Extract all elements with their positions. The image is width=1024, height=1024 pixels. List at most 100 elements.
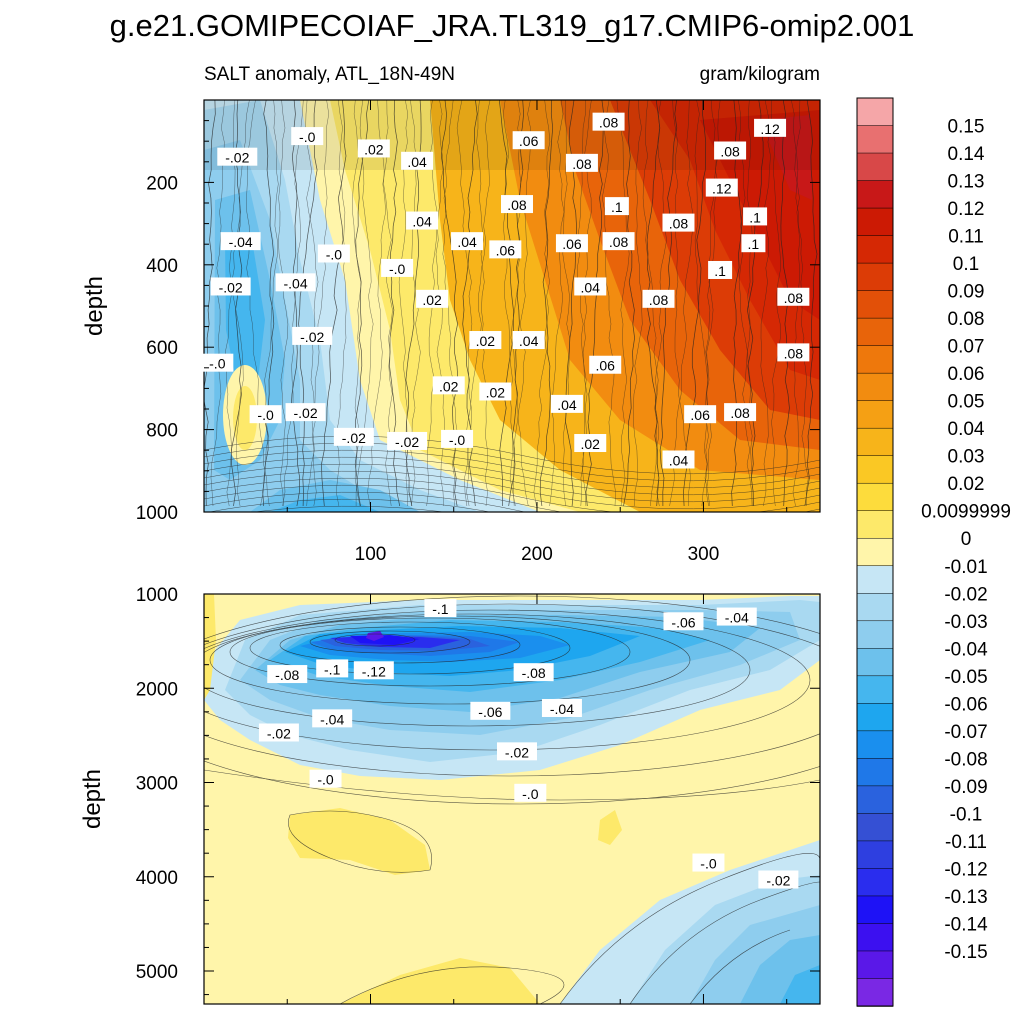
svg-text:-.0: -.0	[317, 772, 334, 788]
svg-text:-.02: -.02	[395, 434, 419, 450]
svg-text:-.0: -.0	[389, 261, 406, 277]
colorbar-swatch	[856, 510, 894, 539]
colorbar-label: -0.03	[944, 612, 987, 633]
colorbar-swatch	[856, 372, 894, 402]
contour-label: .04	[401, 151, 434, 170]
colorbar-swatch	[856, 813, 894, 842]
svg-text:.02: .02	[486, 385, 506, 401]
colorbar-label: 0.12	[948, 199, 985, 220]
contour-label: -.0	[291, 127, 324, 146]
contour-label: -.04	[312, 709, 353, 728]
svg-text:.08: .08	[599, 115, 619, 131]
colorbar-swatch	[856, 895, 894, 925]
colorbar-label: -0.15	[944, 942, 987, 963]
svg-text:.02: .02	[581, 436, 601, 452]
svg-text:.08: .08	[649, 292, 669, 308]
svg-text:.08: .08	[572, 156, 592, 172]
svg-text:-.02: -.02	[505, 744, 529, 760]
colorbar-labels: 0.15 0.14 0.13 0.12 0.11 0.1 0.09 0.08 0.07 0.06 0…	[921, 117, 1011, 963]
svg-text:.1: .1	[748, 236, 760, 252]
y-tick-label: 4000	[136, 868, 178, 889]
svg-text:.04: .04	[557, 397, 577, 413]
contour-label: -.12	[353, 661, 394, 680]
colorbar-swatch	[856, 758, 894, 787]
contour-label: .12	[705, 178, 738, 197]
contour-label: .02	[574, 434, 607, 453]
contour-label: -.08	[267, 665, 308, 684]
colorbar-swatch	[856, 537, 894, 567]
colorbar-swatch	[856, 482, 894, 512]
colorbar-label: -0.05	[944, 667, 987, 688]
contour-label: -.0	[317, 244, 350, 263]
contour-label: .08	[724, 403, 757, 422]
y-tick-label: 5000	[136, 962, 178, 983]
colorbar-label: 0.14	[948, 144, 985, 165]
svg-text:-.0: -.0	[209, 356, 226, 372]
lower-ylabel: depth	[79, 769, 106, 829]
colorbar-label: -0.04	[944, 639, 988, 660]
x-tick-label: 300	[688, 544, 720, 565]
svg-text:-.06: -.06	[671, 614, 695, 630]
colorbar-label: 0.1	[953, 254, 979, 275]
y-tick-label: 1000	[136, 503, 178, 524]
svg-text:.08: .08	[609, 234, 629, 250]
svg-text:.04: .04	[407, 154, 427, 170]
contour-label: -.08	[513, 663, 554, 682]
colorbar-label: 0.0099999	[921, 502, 1011, 523]
colorbar-swatch	[856, 97, 894, 127]
contour-label: -.06	[470, 701, 511, 720]
contour-label: -.04	[541, 698, 582, 717]
y-tick-label: 600	[146, 338, 178, 359]
contour-label: .1	[708, 260, 733, 279]
lower-axis-ticks: 1000 2000 3000 4000 5000	[136, 585, 820, 1004]
colorbar-label: -0.12	[944, 859, 987, 880]
upper-ylabel: depth	[81, 276, 108, 336]
x-tick-label: 100	[355, 544, 387, 565]
colorbar-label: -0.06	[944, 694, 987, 715]
colorbar-swatch	[856, 235, 894, 264]
upper-axis-ticks: 100 200 300 200 400 600 800 1000	[136, 100, 820, 565]
colorbar-swatch	[856, 730, 894, 760]
svg-text:.04: .04	[519, 333, 539, 349]
svg-text:-.0: -.0	[326, 247, 343, 263]
colorbar-swatch	[856, 840, 894, 870]
colorbar-label: -0.13	[944, 887, 987, 908]
svg-text:.1: .1	[749, 209, 761, 225]
svg-text:.06: .06	[690, 407, 710, 423]
colorbar-swatch	[856, 317, 894, 347]
colorbar-swatch	[856, 207, 894, 237]
svg-text:.06: .06	[496, 242, 516, 258]
svg-text:.12: .12	[760, 121, 780, 137]
lower-field	[204, 594, 820, 1004]
contour-label: .04	[662, 450, 695, 469]
contour-label: .06	[489, 240, 522, 259]
colorbar-label: -0.11	[945, 832, 987, 853]
colorbar-label: -0.08	[944, 749, 987, 770]
svg-text:-.02: -.02	[766, 873, 790, 889]
contour-label: .1	[604, 197, 629, 216]
contour-label: .04	[451, 232, 484, 251]
x-tick-label: 200	[521, 544, 553, 565]
colorbar-swatch	[856, 345, 894, 374]
lower-frame	[203, 593, 821, 1005]
colorbar-swatch	[856, 868, 894, 897]
svg-text:.06: .06	[562, 236, 582, 252]
svg-text:-.0: -.0	[257, 407, 274, 423]
contour-label: .04	[406, 211, 439, 230]
contour-label: .06	[684, 405, 717, 424]
svg-text:.1: .1	[611, 199, 623, 215]
colorbar-swatch	[856, 455, 894, 484]
colorbar-label: -0.07	[944, 722, 987, 743]
svg-text:-.04: -.04	[550, 701, 574, 717]
contour-label: .02	[416, 289, 449, 308]
colorbar-swatch	[856, 180, 894, 209]
svg-text:-.1: -.1	[432, 601, 449, 617]
contour-label: -.02	[387, 431, 428, 450]
colorbar-label: 0.04	[948, 419, 985, 440]
svg-text:-.02: -.02	[219, 279, 243, 295]
contour-label: -.0	[309, 769, 342, 788]
colorbar-label: 0.03	[948, 447, 985, 468]
svg-text:.08: .08	[730, 405, 750, 421]
contour-label: -.02	[292, 326, 333, 345]
contour-label: .1	[743, 207, 768, 226]
